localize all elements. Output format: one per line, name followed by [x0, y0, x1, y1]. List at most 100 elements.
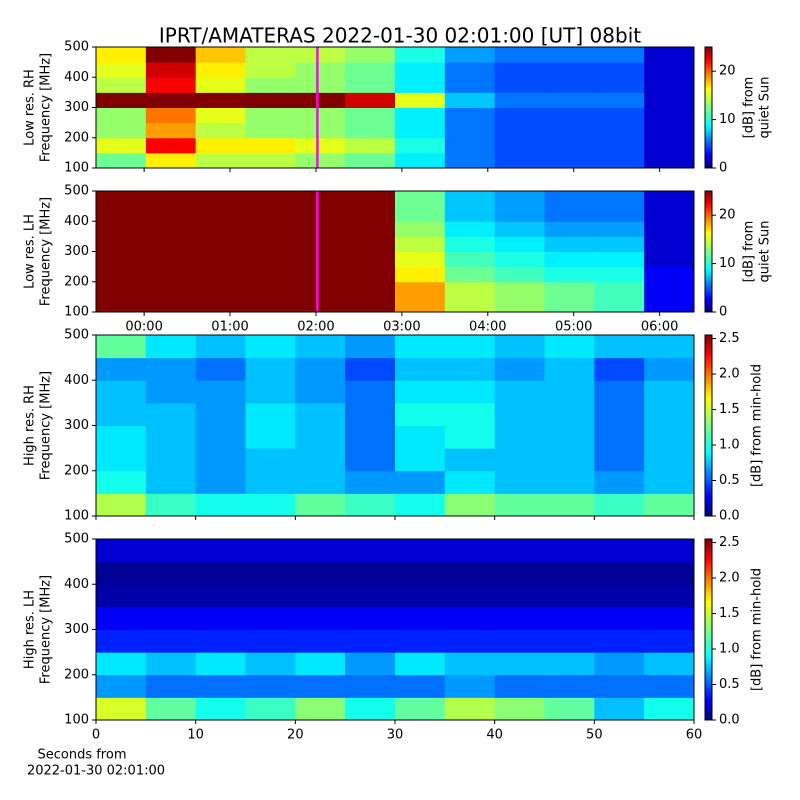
heatmap-cell — [195, 629, 246, 653]
heatmap-cell — [395, 92, 446, 108]
heatmap-cell — [494, 539, 545, 563]
heatmap-cell — [644, 335, 695, 359]
heatmap-cell — [96, 221, 147, 237]
y-tick-label: 500 — [64, 328, 89, 343]
heatmap-cell — [245, 606, 296, 630]
y-axis-label: Frequency [MHz] — [39, 575, 54, 684]
y-tick-label: 100 — [64, 713, 89, 728]
heatmap-cell — [494, 470, 545, 494]
heatmap-cell — [544, 357, 595, 381]
heatmap-cell — [594, 561, 645, 585]
heatmap-cell — [544, 236, 595, 252]
heatmap-cell — [345, 425, 396, 449]
heatmap-cell — [145, 77, 197, 93]
heatmap-cell — [544, 380, 595, 404]
heatmap-cell — [395, 674, 446, 698]
heatmap-cell — [594, 674, 645, 698]
heatmap-cell — [345, 652, 396, 676]
heatmap-cell — [145, 296, 197, 313]
heatmap-cell — [544, 92, 595, 108]
heatmap-cell — [594, 425, 645, 449]
x-tick-label: 00:00 — [125, 320, 162, 335]
heatmap-cell — [145, 47, 197, 63]
heatmap-cell — [444, 493, 496, 517]
heatmap-cell — [345, 335, 396, 359]
y-tick-label: 300 — [64, 100, 89, 115]
heatmap-cell — [245, 236, 296, 252]
heatmap-cell — [644, 92, 695, 108]
heatmap-cell — [395, 77, 446, 93]
heatmap-cell — [494, 448, 545, 472]
heatmap-cell — [594, 92, 645, 108]
y-axis-label: Frequency [MHz] — [39, 53, 54, 162]
heatmap-cell — [494, 137, 545, 154]
colorbar-tick-label: 10 — [719, 112, 736, 127]
heatmap-cell — [145, 122, 197, 139]
heatmap-cell — [96, 206, 147, 222]
heatmap-cell — [644, 425, 695, 449]
heatmap-cell — [594, 152, 645, 169]
heatmap-cell — [594, 191, 645, 207]
heatmap-cell — [96, 236, 147, 252]
heatmap-cell — [145, 281, 197, 298]
heatmap-cell — [245, 281, 296, 298]
heatmap-cell — [245, 380, 296, 404]
colorbar-tick-label: 1.0 — [719, 642, 740, 657]
heatmap-cell — [245, 629, 296, 653]
heatmap-cell — [594, 629, 645, 653]
heatmap-cell — [494, 357, 545, 381]
heatmap-cell — [245, 266, 296, 283]
heatmap-cell — [345, 448, 396, 472]
heatmap-cell — [295, 251, 346, 268]
y-tick-label: 300 — [64, 244, 89, 259]
heatmap-cell — [594, 493, 645, 517]
heatmap-cell — [544, 493, 595, 517]
heatmap-cell — [395, 47, 446, 63]
heatmap-cell — [494, 122, 545, 139]
heatmap-cell — [494, 402, 545, 426]
heatmap-cell — [195, 281, 246, 298]
heatmap-cell — [395, 137, 446, 154]
heatmap-cell — [644, 402, 695, 426]
colorbar-tick-label: 2.0 — [719, 367, 740, 382]
heatmap-cell — [96, 448, 147, 472]
heatmap-cell — [245, 402, 296, 426]
y-tick-label: 300 — [64, 622, 89, 637]
heatmap-cell — [295, 402, 346, 426]
y-tick-label: 400 — [64, 214, 89, 229]
heatmap-cell — [644, 107, 695, 124]
heatmap-cell — [644, 448, 695, 472]
heatmap-cell — [96, 335, 147, 359]
heatmap-cell — [395, 191, 446, 207]
heatmap-cell — [145, 493, 197, 517]
heatmap-cell — [594, 77, 645, 93]
heatmap-cell — [395, 380, 446, 404]
heatmap-cell — [145, 380, 197, 404]
heatmap-cell — [494, 606, 545, 630]
heatmap-cell — [395, 152, 446, 169]
heatmap-cell — [544, 652, 595, 676]
heatmap-cell — [544, 561, 595, 585]
heatmap-cell — [245, 206, 296, 222]
x-axis-label: 2022-01-30 02:01:00 — [27, 764, 165, 779]
heatmap-cell — [96, 137, 147, 154]
heatmap-cell — [544, 296, 595, 313]
heatmap-cell — [345, 606, 396, 630]
heatmap-cell — [544, 402, 595, 426]
heatmap-cell — [295, 584, 346, 608]
heatmap-cell — [444, 107, 496, 124]
heatmap-cell — [544, 266, 595, 283]
y-tick-label: 300 — [64, 418, 89, 433]
heatmap-cell — [644, 493, 695, 517]
heatmap-cell — [594, 221, 645, 237]
heatmap-cell — [444, 137, 496, 154]
colorbar — [704, 46, 713, 169]
colorbar-tick-label: 0.0 — [719, 509, 740, 524]
heatmap-cell — [195, 137, 246, 154]
heatmap-cell — [594, 652, 645, 676]
heatmap-cell — [145, 206, 197, 222]
heatmap-cell — [345, 470, 396, 494]
heatmap-cell — [594, 584, 645, 608]
heatmap-cell — [145, 92, 197, 108]
heatmap-cell — [494, 561, 545, 585]
